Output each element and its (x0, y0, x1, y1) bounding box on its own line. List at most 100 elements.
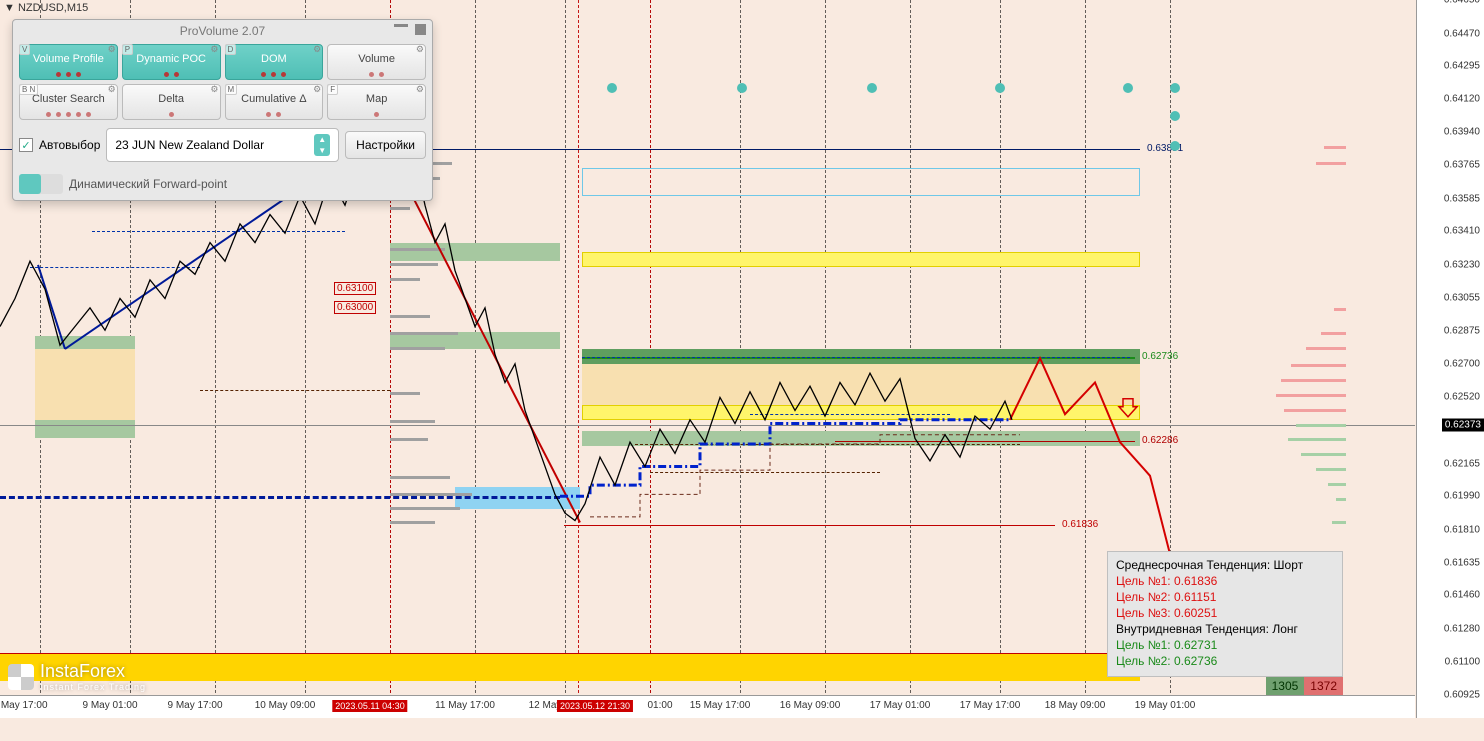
target-2: Цель №2: 0.61151 (1116, 590, 1334, 604)
gear-icon[interactable]: ⚙ (106, 84, 118, 95)
price-zone (35, 336, 135, 349)
horizontal-level (835, 441, 1135, 442)
vp-bar-right (1324, 146, 1346, 149)
price-zone (0, 653, 1140, 681)
y-tick: 0.62875 (1444, 326, 1480, 337)
vp-bar-right (1301, 453, 1346, 456)
panel-button-label: Map (366, 93, 387, 105)
vp-bar-right (1332, 521, 1346, 524)
gear-icon[interactable]: ⚙ (106, 44, 118, 55)
panel-button-map[interactable]: F⚙Map (327, 84, 426, 120)
panel-button-volume-profile[interactable]: V⚙Volume Profile (19, 44, 118, 80)
y-tick: 0.62520 (1444, 392, 1480, 403)
level-label: 0.61836 (1060, 519, 1100, 530)
level-label: 0.62286 (1140, 435, 1180, 446)
symbol-label: ▼ NZDUSD,M15 (4, 2, 88, 14)
autoselect-label: Автовыбор (39, 138, 100, 152)
teal-dot (1170, 83, 1180, 93)
y-tick: 0.64120 (1444, 93, 1480, 104)
level-label: 0.62736 (1140, 351, 1180, 362)
teal-dot (1123, 83, 1133, 93)
vp-bar-left (390, 332, 458, 335)
y-tick: 0.64295 (1444, 61, 1480, 72)
x-tick: 17 May 01:00 (870, 700, 931, 711)
price-label-box: 0.63100 (334, 282, 376, 295)
vp-bar-left (390, 263, 438, 266)
y-tick: 0.63055 (1444, 292, 1480, 303)
panel-button-volume[interactable]: ⚙ Volume (327, 44, 426, 80)
dashed-level (200, 390, 390, 391)
x-tick: 2023.05.12 21:30 (557, 700, 633, 712)
panel-button-delta[interactable]: ⚙ Delta (122, 84, 221, 120)
logo-brand: InstaForex (40, 661, 125, 681)
y-tick: 0.62165 (1444, 458, 1480, 469)
panel-button-label: Cumulative Δ (241, 93, 306, 105)
panel-button-dynamic-poc[interactable]: P⚙Dynamic POC (122, 44, 221, 80)
x-tick: 8 May 17:00 (0, 700, 48, 711)
panel-button-cumulative-[interactable]: M⚙Cumulative Δ (225, 84, 324, 120)
teal-dot (607, 83, 617, 93)
x-tick: 16 May 09:00 (780, 700, 841, 711)
vp-bar-right (1321, 332, 1346, 335)
dashed-level (0, 496, 560, 499)
price-zone (582, 252, 1140, 267)
x-tick: 19 May 01:00 (1135, 700, 1196, 711)
vp-bar-right (1288, 438, 1346, 441)
panel-button-label: Dynamic POC (136, 53, 206, 65)
vp-bar-left (390, 476, 450, 479)
panel-row-1: V⚙Volume ProfileP⚙Dynamic POCD⚙DOM⚙Volum… (13, 42, 432, 82)
vp-bar-left (390, 347, 445, 350)
panel-button-dom[interactable]: D⚙DOM (225, 44, 324, 80)
provolume-panel[interactable]: ProVolume 2.07 V⚙Volume ProfileP⚙Dynamic… (12, 19, 433, 201)
panel-button-cluster-search[interactable]: B N⚙Cluster Search (19, 84, 118, 120)
teal-dot (1170, 141, 1180, 151)
panel-button-label: Delta (158, 93, 184, 105)
panel-title-bar[interactable]: ProVolume 2.07 (13, 20, 432, 42)
intraday-trend-label: Внутридневная Тенденция: Лонг (1116, 622, 1334, 636)
y-tick: 0.63940 (1444, 127, 1480, 138)
spinner-icon[interactable]: ▲▼ (314, 134, 330, 156)
vgrid-line (475, 0, 476, 718)
dashed-level (92, 231, 345, 232)
gear-icon[interactable]: ⚙ (311, 84, 323, 95)
vp-bar-right (1276, 394, 1346, 397)
horizontal-level (0, 425, 1415, 426)
vp-bar-left (390, 315, 430, 318)
close-icon[interactable] (415, 24, 426, 35)
volume-counters: 1305 1372 (1266, 677, 1343, 695)
contract-select[interactable]: 23 JUN New Zealand Dollar ▲▼ (106, 128, 339, 162)
logo-tagline: Instant Forex Trading (40, 682, 146, 692)
gear-icon[interactable]: ⚙ (414, 84, 426, 95)
volume-sell: 1372 (1304, 677, 1343, 695)
gear-icon[interactable]: ⚙ (208, 44, 220, 55)
target-1: Цель №1: 0.61836 (1116, 574, 1334, 588)
y-tick: 0.61635 (1444, 557, 1480, 568)
gear-icon[interactable]: ⚙ (208, 84, 220, 95)
panel-button-label: DOM (261, 53, 287, 65)
panel-button-label: Volume (358, 53, 395, 65)
teal-dot (737, 83, 747, 93)
horizontal-level (0, 653, 1135, 654)
vp-bar-left (390, 248, 445, 251)
x-tick: 9 May 01:00 (82, 700, 137, 711)
panel-fwd-row: Динамический Forward-point (13, 168, 432, 200)
target-4: Цель №1: 0.62731 (1116, 638, 1334, 652)
y-axis: 0.646500.644700.642950.641200.639400.637… (1416, 0, 1484, 718)
y-tick: 0.64470 (1444, 28, 1480, 39)
y-tick: 0.62700 (1444, 358, 1480, 369)
gear-icon[interactable]: ⚙ (311, 44, 323, 55)
settings-button[interactable]: Настройки (345, 131, 426, 159)
price-zone (35, 349, 135, 420)
mid-trend-label: Среднесрочная Тенденция: Шорт (1116, 558, 1334, 572)
forward-point-switch[interactable] (19, 174, 63, 194)
minimize-icon[interactable] (394, 24, 408, 27)
gear-icon[interactable]: ⚙ (414, 44, 426, 55)
current-price-marker: 0.62373 (1442, 418, 1484, 431)
x-tick: 10 May 09:00 (255, 700, 316, 711)
volume-buy: 1305 (1266, 677, 1305, 695)
y-tick: 0.61100 (1445, 657, 1480, 668)
x-tick: 18 May 09:00 (1045, 700, 1106, 711)
autoselect-checkbox[interactable]: ✓ (19, 138, 33, 152)
x-tick: 01:00 (647, 700, 672, 711)
teal-dot (1170, 111, 1180, 121)
